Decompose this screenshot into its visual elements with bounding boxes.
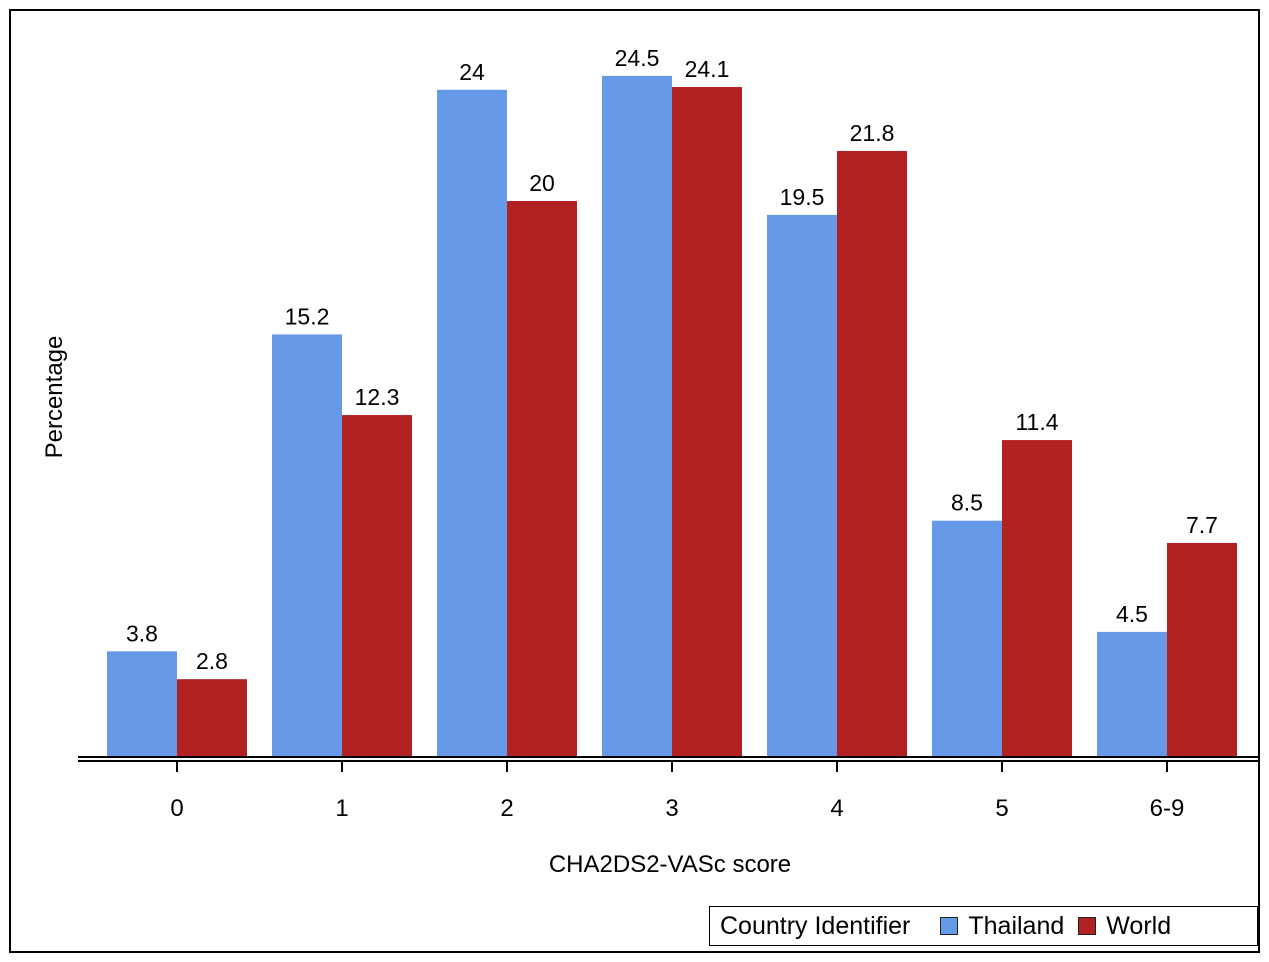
x-tick-label-3: 3 — [665, 795, 678, 822]
data-label-thailand-5: 8.5 — [951, 490, 983, 516]
bar-thailand-4 — [767, 214, 837, 757]
data-label-world-6-9: 7.7 — [1186, 512, 1218, 538]
data-label-world-5: 11.4 — [1015, 409, 1058, 435]
x-tick-label-6-9: 6-9 — [1150, 795, 1185, 822]
data-label-thailand-0: 3.8 — [126, 620, 158, 646]
bar-world-5 — [1002, 440, 1072, 757]
bar-world-6-9 — [1167, 542, 1237, 757]
x-ticks-group: 0 1 2 3 4 5 6-9 — [170, 762, 1184, 822]
bar-world-1 — [342, 415, 412, 757]
legend-swatch-world — [1078, 917, 1097, 935]
x-axis-title: CHA2DS2-VASc score — [549, 851, 791, 878]
x-tick-label-1: 1 — [335, 795, 348, 822]
legend-label-world: World — [1106, 911, 1172, 940]
bar-thailand-5 — [932, 520, 1002, 757]
data-label-thailand-2: 24 — [459, 59, 485, 85]
bar-thailand-2 — [437, 89, 507, 758]
legend-entry-thailand: Thailand — [940, 912, 1064, 941]
bar-world-4 — [837, 150, 907, 757]
bars-group — [107, 75, 1237, 758]
data-label-world-4: 21.8 — [850, 120, 895, 146]
data-label-world-3: 24.1 — [685, 56, 730, 82]
legend-entry-world: World — [1078, 912, 1171, 941]
data-label-thailand-3: 24.5 — [615, 45, 660, 71]
data-labels-group: 3.8 2.8 15.2 12.3 24 20 24.5 24.1 19.5 21.8 8.5 11.… — [126, 45, 1218, 674]
bar-thailand-3 — [602, 75, 672, 757]
x-tick-label-2: 2 — [500, 795, 513, 822]
bar-thailand-1 — [272, 334, 342, 757]
bar-thailand-0 — [107, 651, 177, 757]
bar-world-3 — [672, 87, 742, 757]
legend: Country Identifier Thailand World — [709, 906, 1258, 946]
bar-world-2 — [507, 201, 577, 757]
legend-label-thailand: Thailand — [968, 911, 1065, 940]
data-label-thailand-1: 15.2 — [285, 303, 330, 329]
x-tick-label-0: 0 — [170, 795, 183, 822]
x-tick-label-4: 4 — [830, 795, 843, 822]
data-label-world-0: 2.8 — [196, 648, 228, 674]
bar-world-0 — [177, 679, 247, 757]
data-label-world-1: 12.3 — [355, 384, 400, 410]
x-tick-label-5: 5 — [995, 795, 1008, 822]
bar-thailand-6-9 — [1097, 631, 1167, 757]
data-label-thailand-6-9: 4.5 — [1116, 601, 1148, 627]
legend-title: Country Identifier — [720, 911, 911, 940]
chart-frame — [9, 9, 1260, 953]
data-label-thailand-4: 19.5 — [780, 184, 825, 210]
data-label-world-2: 20 — [529, 170, 555, 196]
y-axis-title: Percentage — [41, 336, 68, 459]
legend-swatch-thailand — [940, 917, 959, 935]
